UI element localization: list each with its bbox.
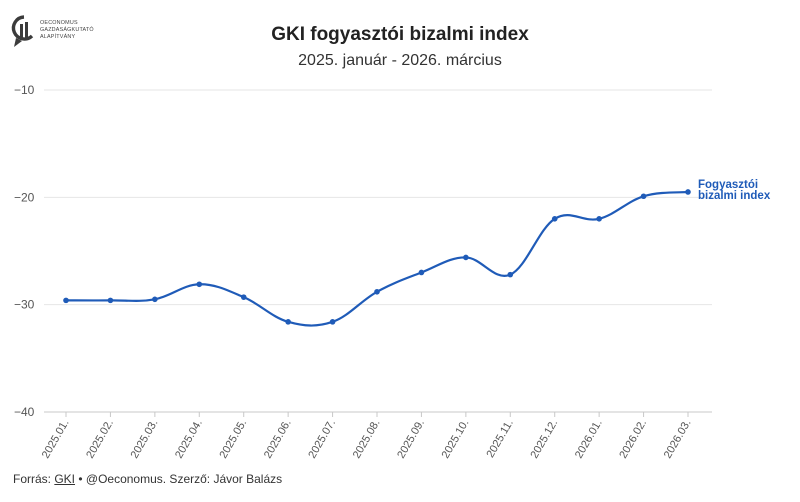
footer-rest: • @Oeconomus. Szerző: Jávor Balázs — [75, 472, 283, 486]
y-tick-label: −30 — [14, 298, 35, 312]
series-label: Fogyasztói — [698, 179, 758, 191]
x-tick-label: 2025.03. — [129, 418, 161, 461]
data-point — [329, 319, 336, 325]
x-tick-label: 2025.04. — [173, 418, 205, 461]
data-point — [63, 297, 69, 304]
series-label: bizalmi index — [698, 190, 771, 202]
x-tick-label: 2025.12. — [529, 418, 561, 461]
line-chart: −10 −20 −30 −40 2025.01. 2025.02. 2025.03. 202… — [14, 83, 771, 461]
x-tick-label: 2025.09. — [395, 418, 427, 461]
data-point — [551, 216, 558, 222]
chart-title: GKI fogyasztói bizalmi index — [271, 24, 529, 45]
data-point — [507, 271, 514, 278]
oeconomus-logo-mark-icon — [11, 15, 34, 47]
oeconomus-logo: OECONOMUS GAZDASÁGKUTATÓ ALAPÍTVÁNY — [10, 14, 120, 54]
footer-credit: Forrás: GKI • @Oeconomus. Szerző: Jávor … — [13, 472, 282, 486]
y-tick-label: −40 — [14, 405, 35, 419]
x-tick-label: 2025.07. — [306, 418, 338, 461]
x-tick-label: 2025.02. — [84, 418, 116, 461]
x-tick-label: 2026.01. — [573, 418, 605, 461]
chart-subtitle: 2025. január - 2026. március — [298, 52, 502, 69]
y-tick-label: −10 — [14, 83, 35, 97]
x-tick-label: 2026.03. — [662, 418, 694, 461]
data-point — [685, 189, 691, 195]
data-point — [240, 294, 247, 300]
x-tick-label: 2026.02. — [617, 418, 649, 461]
logo-text-line-2: GAZDASÁGKUTATÓ — [40, 27, 94, 33]
x-tick-label: 2025.06. — [262, 418, 294, 461]
x-tick-label: 2025.11. — [484, 418, 515, 460]
footer-prefix: Forrás: — [13, 472, 55, 486]
data-point — [418, 269, 425, 276]
data-point — [374, 288, 380, 295]
x-tick-label: 2025.01. — [40, 418, 72, 461]
data-point — [463, 254, 469, 261]
x-tick-label: 2025.08. — [351, 418, 383, 461]
logo-text-line-3: ALAPÍTVÁNY — [40, 34, 76, 40]
data-point — [152, 296, 158, 303]
x-tick-label: 2025.10. — [440, 418, 472, 461]
data-point — [640, 193, 647, 200]
y-tick-label: −20 — [14, 190, 35, 204]
data-point — [285, 319, 291, 325]
x-tick-label: 2025.05. — [218, 418, 250, 461]
data-point — [596, 216, 602, 222]
data-point — [107, 297, 114, 304]
data-point — [196, 281, 203, 288]
series-line — [65, 190, 689, 327]
logo-text-line-1: OECONOMUS — [40, 20, 78, 26]
source-link[interactable]: GKI — [54, 472, 76, 486]
